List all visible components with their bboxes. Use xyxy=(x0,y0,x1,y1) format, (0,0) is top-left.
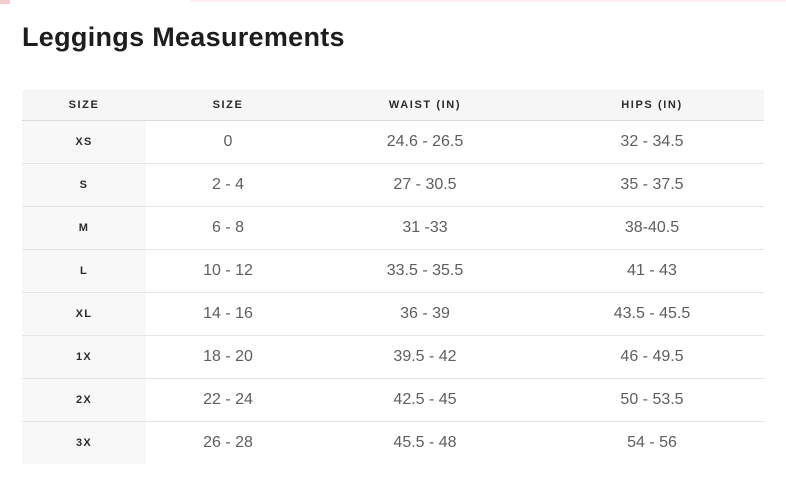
numeric-size-cell: 6 - 8 xyxy=(146,206,310,250)
waist-cell: 27 - 30.5 xyxy=(310,163,540,207)
waist-cell: 31 -33 xyxy=(310,206,540,250)
numeric-size-cell: 2 - 4 xyxy=(146,163,310,207)
leggings-measurements-table: SIZE SIZE WAIST (IN) HIPS (IN) XS 0 24.6… xyxy=(22,90,764,464)
column-header-size-numeric: SIZE xyxy=(146,90,310,121)
top-edge-pink-line xyxy=(190,0,786,2)
waist-cell: 36 - 39 xyxy=(310,292,540,336)
column-header-waist: WAIST (IN) xyxy=(310,90,540,121)
numeric-size-cell: 0 xyxy=(146,120,310,164)
numeric-size-cell: 10 - 12 xyxy=(146,249,310,293)
size-label-cell: XS xyxy=(22,120,146,164)
table-header-row: SIZE SIZE WAIST (IN) HIPS (IN) xyxy=(22,90,764,121)
hips-cell: 50 - 53.5 xyxy=(540,378,764,422)
waist-cell: 39.5 - 42 xyxy=(310,335,540,379)
waist-cell: 42.5 - 45 xyxy=(310,378,540,422)
table-row: XL 14 - 16 36 - 39 43.5 - 45.5 xyxy=(22,292,764,336)
top-left-pink-artifact xyxy=(0,0,10,4)
size-label-cell: 1X xyxy=(22,335,146,379)
hips-cell: 38-40.5 xyxy=(540,206,764,250)
size-label-cell: 2X xyxy=(22,378,146,422)
size-label-cell: S xyxy=(22,163,146,207)
table-row: M 6 - 8 31 -33 38-40.5 xyxy=(22,206,764,250)
column-header-hips: HIPS (IN) xyxy=(540,90,764,121)
size-label-cell: XL xyxy=(22,292,146,336)
hips-cell: 41 - 43 xyxy=(540,249,764,293)
size-label-cell: 3X xyxy=(22,421,146,464)
table-row: 3X 26 - 28 45.5 - 48 54 - 56 xyxy=(22,421,764,464)
hips-cell: 54 - 56 xyxy=(627,434,677,451)
table-row: S 2 - 4 27 - 30.5 35 - 37.5 xyxy=(22,163,764,207)
numeric-size-cell: 26 - 28 xyxy=(203,434,253,451)
waist-cell: 33.5 - 35.5 xyxy=(310,249,540,293)
page-title: Leggings Measurements xyxy=(22,22,345,52)
table-row: L 10 - 12 33.5 - 35.5 41 - 43 xyxy=(22,249,764,293)
hips-cell: 35 - 37.5 xyxy=(540,163,764,207)
hips-cell: 32 - 34.5 xyxy=(540,120,764,164)
waist-cell: 24.6 - 26.5 xyxy=(310,120,540,164)
table-row: 1X 18 - 20 39.5 - 42 46 - 49.5 xyxy=(22,335,764,379)
numeric-size-cell: 14 - 16 xyxy=(146,292,310,336)
table-row: 2X 22 - 24 42.5 - 45 50 - 53.5 xyxy=(22,378,764,422)
hips-cell: 43.5 - 45.5 xyxy=(540,292,764,336)
table-row: XS 0 24.6 - 26.5 32 - 34.5 xyxy=(22,120,764,164)
size-label-cell: L xyxy=(22,249,146,293)
numeric-size-cell: 18 - 20 xyxy=(146,335,310,379)
hips-cell: 46 - 49.5 xyxy=(540,335,764,379)
numeric-size-cell: 22 - 24 xyxy=(146,378,310,422)
size-label-cell: M xyxy=(22,206,146,250)
waist-cell: 45.5 - 48 xyxy=(393,434,457,451)
column-header-size-label: SIZE xyxy=(22,90,146,121)
